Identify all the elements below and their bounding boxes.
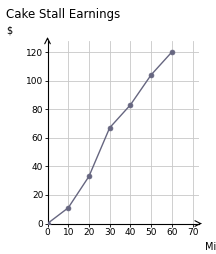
Text: Cake Stall Earnings: Cake Stall Earnings <box>6 8 121 21</box>
Text: $: $ <box>6 25 13 35</box>
Text: Minutes: Minutes <box>205 242 216 252</box>
